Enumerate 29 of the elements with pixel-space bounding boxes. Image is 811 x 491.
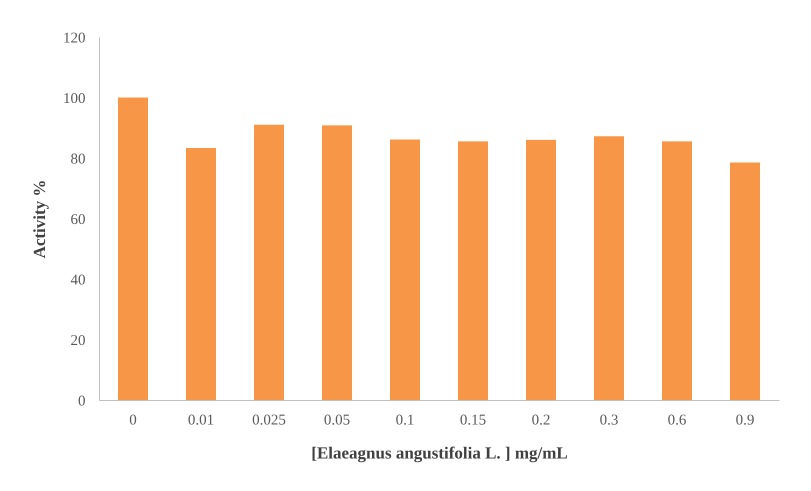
x-tick-label: 0.9	[736, 412, 754, 428]
y-tick-label: 60	[70, 212, 86, 228]
bar	[730, 162, 760, 400]
x-tick-label: 0.15	[460, 412, 486, 428]
bar	[186, 148, 216, 400]
bar	[526, 140, 556, 400]
bar	[458, 141, 488, 400]
x-tick-label: 0	[129, 412, 137, 428]
bar	[390, 140, 420, 400]
x-tick-label: 0.2	[532, 412, 550, 428]
y-tick-label: 40	[70, 272, 86, 288]
x-tick-label: 0.025	[252, 412, 286, 428]
x-tick-label: 0.05	[324, 412, 350, 428]
bar	[254, 124, 284, 400]
bar	[594, 136, 624, 400]
y-tick-label: 0	[78, 394, 86, 410]
x-tick-label: 0.1	[396, 412, 414, 428]
y-axis-title: Activity %	[30, 180, 49, 258]
x-tick-label: 0.3	[600, 412, 618, 428]
bar	[322, 125, 352, 400]
bar	[662, 141, 692, 400]
y-tick-label: 20	[70, 333, 86, 349]
y-tick-label: 100	[63, 91, 86, 107]
y-tick-label: 120	[63, 30, 86, 46]
bar	[118, 98, 148, 400]
x-tick-label: 0.01	[188, 412, 214, 428]
y-tick-label: 80	[70, 152, 86, 168]
x-tick-label: 0.6	[668, 412, 687, 428]
x-axis-title: [Elaeagnus angustifolia L. ] mg/mL	[311, 444, 568, 462]
